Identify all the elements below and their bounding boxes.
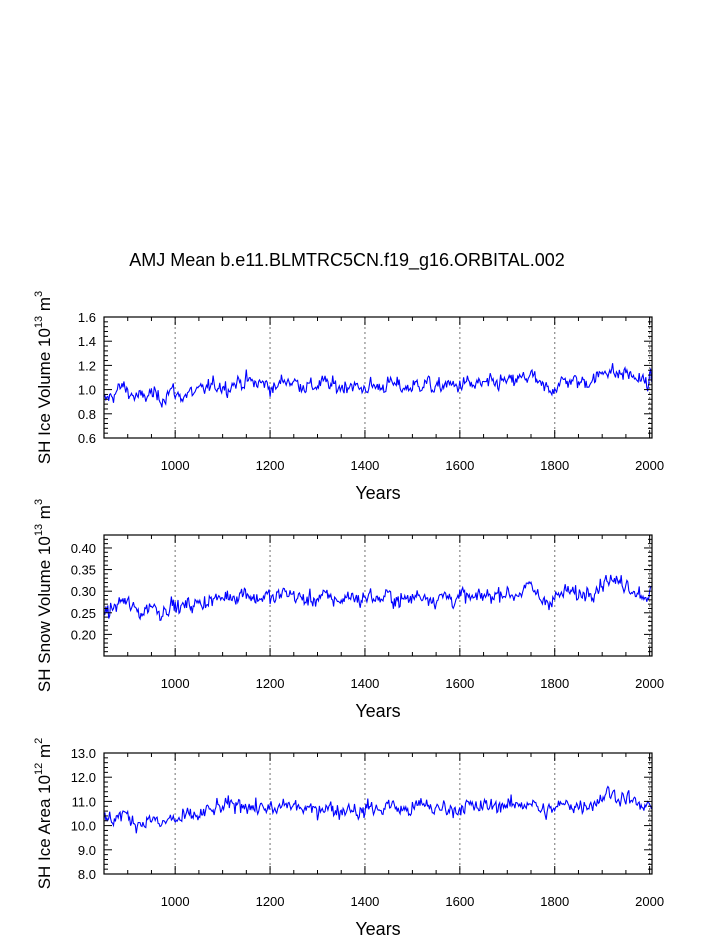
y-tick-label-0.20: 0.20 xyxy=(71,627,96,642)
y-axis-label-unit: m xyxy=(35,505,54,524)
y-axis-label-unit-exponent: 3 xyxy=(33,499,45,505)
y-axis-label-text: SH Ice Area 10 xyxy=(35,775,54,889)
y-axis-label-exponent: 13 xyxy=(33,316,45,328)
y-tick-label-1.2: 1.2 xyxy=(78,358,96,373)
x-tick-label-1600: 1600 xyxy=(445,676,474,691)
y-axis-label-text: SH Ice Volume 10 xyxy=(35,328,54,464)
y-axis-label-unit-exponent: 3 xyxy=(33,291,45,297)
x-tick-label-1000: 1000 xyxy=(161,894,190,909)
chart-title: AMJ Mean b.e11.BLMTRC5CN.f19_g16.ORBITAL… xyxy=(129,250,565,271)
x-tick-label-1400: 1400 xyxy=(350,458,379,473)
x-tick-label-1000: 1000 xyxy=(161,676,190,691)
x-tick-label-2000: 2000 xyxy=(635,894,664,909)
x-tick-label-1400: 1400 xyxy=(350,676,379,691)
y-tick-label-9.0: 9.0 xyxy=(78,843,96,858)
y-tick-label-0.6: 0.6 xyxy=(78,431,96,446)
x-tick-label-1800: 1800 xyxy=(540,894,569,909)
x-tick-label-2000: 2000 xyxy=(635,458,664,473)
y-tick-label-0.8: 0.8 xyxy=(78,407,96,422)
y-tick-label-10.0: 10.0 xyxy=(71,819,96,834)
y-tick-label-0.25: 0.25 xyxy=(71,606,96,621)
y-tick-label-12.0: 12.0 xyxy=(71,770,96,785)
x-tick-label-1600: 1600 xyxy=(445,458,474,473)
y-tick-label-8.0: 8.0 xyxy=(78,867,96,882)
snow-volume-x-axis-label: Years xyxy=(355,701,400,721)
x-tick-label-1200: 1200 xyxy=(256,458,285,473)
ice-volume-series-line xyxy=(103,363,653,408)
ice-volume-x-axis-label: Years xyxy=(355,483,400,503)
snow-volume-series-line xyxy=(103,574,652,621)
ice-area-x-axis-label: Years xyxy=(355,919,400,935)
y-tick-label-1.6: 1.6 xyxy=(78,310,96,325)
x-tick-label-1200: 1200 xyxy=(256,676,285,691)
y-tick-label-0.30: 0.30 xyxy=(71,584,96,599)
panel-snow-volume: 1000 1200 1400 1600 1800 2000 0.20 0.25 0.30 0.35… xyxy=(33,499,664,721)
y-axis-label-exponent: 12 xyxy=(33,763,45,775)
y-axis-label-text: SH Snow Volume 10 xyxy=(35,536,54,692)
ice-area-plot-frame xyxy=(103,752,653,875)
x-tick-label-2000: 2000 xyxy=(635,676,664,691)
y-tick-label-1.0: 1.0 xyxy=(78,383,96,398)
x-tick-label-1800: 1800 xyxy=(540,676,569,691)
ice-area-series-line xyxy=(103,785,653,834)
x-tick-label-1000: 1000 xyxy=(161,458,190,473)
y-axis-label-unit: m xyxy=(35,744,54,763)
y-axis-label-exponent: 13 xyxy=(33,524,45,536)
ice-area-y-axis-label: SH Ice Area 1012 m2 xyxy=(33,738,54,890)
panel-ice-volume: 1000 1200 1400 1600 1800 2000 0.6 0.8 1.0 1.2 1.4 1… xyxy=(33,291,664,503)
y-tick-label-1.4: 1.4 xyxy=(78,334,96,349)
ice-volume-y-axis-label: SH Ice Volume 1013 m3 xyxy=(33,291,54,464)
x-tick-label-1400: 1400 xyxy=(350,894,379,909)
panel-ice-area: 1000 1200 1400 1600 1800 2000 8.0 9.0 10.0 11.0 12… xyxy=(33,738,664,935)
ice-volume-plot-frame xyxy=(103,316,653,439)
x-tick-label-1600: 1600 xyxy=(445,894,474,909)
y-tick-label-13.0: 13.0 xyxy=(71,746,96,761)
snow-volume-y-axis-label: SH Snow Volume 1013 m3 xyxy=(33,499,54,692)
y-tick-label-11.0: 11.0 xyxy=(72,794,96,809)
x-tick-label-1200: 1200 xyxy=(256,894,285,909)
y-tick-label-0.40: 0.40 xyxy=(71,541,96,556)
x-tick-label-1800: 1800 xyxy=(540,458,569,473)
y-axis-label-unit: m xyxy=(35,297,54,316)
snow-volume-plot-frame xyxy=(103,534,653,657)
y-axis-label-unit-exponent: 2 xyxy=(33,738,45,744)
y-tick-label-0.35: 0.35 xyxy=(71,563,96,578)
